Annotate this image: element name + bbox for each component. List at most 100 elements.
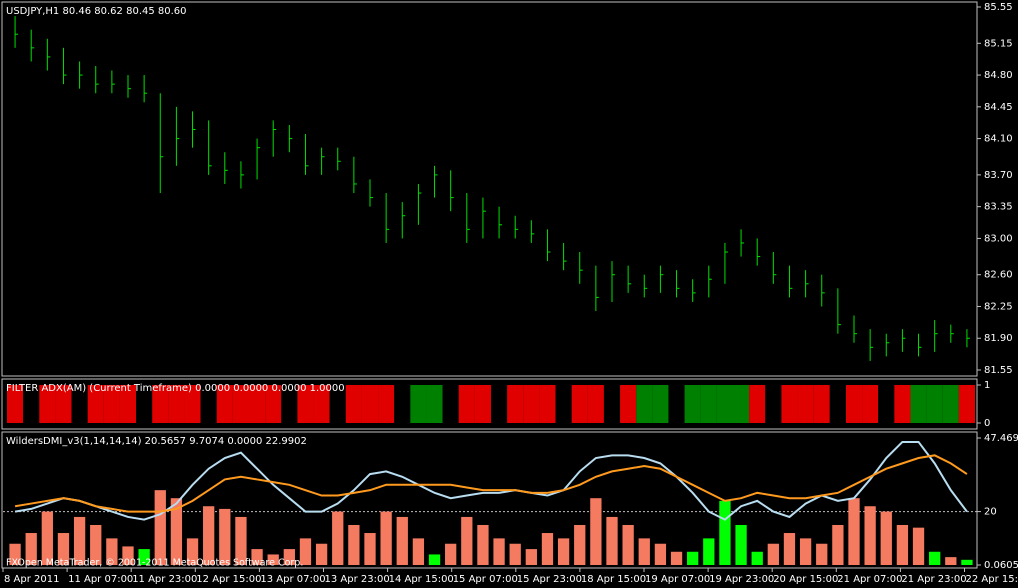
time-label: 15 Apr 23:00: [517, 574, 582, 585]
price-label: 82.25: [984, 301, 1013, 312]
histogram-bar: [235, 516, 247, 565]
filter-bar: [555, 385, 572, 423]
price-label: 81.90: [984, 333, 1013, 344]
histogram-bar: [687, 551, 699, 565]
time-label: 14 Apr 15:00: [389, 574, 454, 585]
filter-bar: [361, 385, 379, 423]
histogram-bar: [412, 538, 425, 565]
histogram-bar: [461, 516, 473, 565]
filter-bar: [265, 385, 282, 423]
histogram-bar: [477, 524, 489, 565]
price-label: 82.60: [984, 270, 1013, 281]
filter-bar: [232, 385, 249, 423]
filter-bar: [345, 385, 362, 423]
histogram-bar: [493, 538, 505, 565]
histogram-bar: [961, 559, 973, 565]
histogram-bar: [445, 543, 457, 565]
price-label: 84.45: [984, 102, 1013, 113]
time-label: 12 Apr 15:00: [196, 574, 261, 585]
filter-bar: [668, 385, 685, 423]
filter-bar: [7, 385, 24, 423]
histogram-bar: [767, 543, 779, 565]
filter-bar: [636, 385, 653, 423]
filter-bar: [23, 385, 40, 423]
histogram-bar: [864, 506, 876, 565]
time-label: 20 Apr 15:00: [773, 574, 838, 585]
filter-bar: [71, 385, 88, 423]
histogram-bar: [186, 538, 199, 565]
histogram-bar: [57, 533, 70, 565]
filter-bar: [491, 385, 508, 423]
pane-title: FILTER ADX(AM) (Current Timeframe) 0.000…: [6, 383, 345, 394]
time-label: 19 Apr 07:00: [645, 574, 710, 585]
filter-bar: [603, 385, 621, 423]
filter-bar: [910, 385, 927, 423]
time-label: 13 Apr 23:00: [325, 574, 390, 585]
histogram-bar: [73, 516, 86, 565]
histogram-bar: [638, 538, 650, 565]
histogram-bar: [267, 554, 279, 565]
filter-bar: [329, 385, 346, 423]
filter-bar: [684, 385, 701, 423]
price-label: 84.10: [984, 134, 1013, 145]
histogram-bar: [622, 524, 634, 565]
price-label: 85.15: [984, 38, 1013, 49]
price-label: 0: [984, 418, 990, 429]
histogram-bar: [590, 498, 602, 565]
time-label: 11 Apr 07:00: [68, 574, 133, 585]
histogram-bar: [929, 551, 941, 565]
histogram-bar: [735, 524, 747, 565]
histogram-bar: [719, 500, 731, 565]
histogram-bar: [703, 538, 715, 565]
histogram-bar: [380, 511, 392, 565]
filter-bar: [652, 385, 669, 423]
filter-bar: [87, 385, 104, 423]
filter-bar: [813, 385, 830, 423]
histogram-bar: [654, 543, 667, 565]
histogram-bar: [396, 516, 408, 565]
histogram-bar: [799, 538, 812, 565]
histogram-bar: [332, 511, 344, 565]
histogram-bar: [219, 508, 231, 565]
filter-bar: [426, 385, 443, 423]
histogram-bar: [509, 543, 521, 565]
filter-bar: [958, 385, 975, 423]
histogram-bar: [348, 524, 360, 565]
time-label: 8 Apr 2011: [4, 574, 59, 585]
filter-bar: [733, 385, 750, 423]
filter-bar: [313, 385, 330, 423]
footer: FXOpen MetaTrader, © 2001-2011 MetaQuote…: [6, 558, 303, 569]
filter-bar: [378, 385, 395, 423]
histogram-bar: [122, 546, 134, 565]
filter-bar: [184, 385, 201, 423]
price-label: 81.55: [984, 365, 1013, 376]
filter-bar: [249, 385, 266, 423]
histogram-bar: [832, 524, 844, 565]
time-label: 15 Apr 07:00: [453, 574, 518, 585]
dmi-line: [14, 454, 968, 513]
histogram-bar: [41, 511, 53, 565]
filter-bar: [200, 385, 217, 423]
filter-bar: [39, 385, 56, 423]
price-label: 85.55: [984, 2, 1013, 13]
filter-bar: [103, 385, 120, 423]
histogram-bar: [751, 551, 763, 565]
histogram-bar: [912, 527, 925, 565]
filter-bar: [926, 385, 943, 423]
filter-bar: [942, 385, 959, 423]
filter-bar: [894, 385, 911, 423]
filter-bar: [507, 385, 524, 423]
price-label: 84.80: [984, 70, 1013, 81]
filter-bar: [829, 385, 846, 423]
pane-border: [1, 378, 978, 430]
pane-title: WildersDMI_v3(1,14,14,14) 20.5657 9.7074…: [6, 436, 307, 447]
price-label: 20: [984, 507, 997, 518]
histogram-bar: [299, 538, 312, 565]
histogram-bar: [90, 524, 102, 565]
time-label: 13 Apr 07:00: [260, 574, 325, 585]
filter-bar: [781, 385, 798, 423]
histogram-bar: [25, 533, 37, 565]
time-label: 11 Apr 23:00: [132, 574, 197, 585]
histogram-bar: [606, 516, 618, 565]
filter-bar: [136, 385, 153, 423]
